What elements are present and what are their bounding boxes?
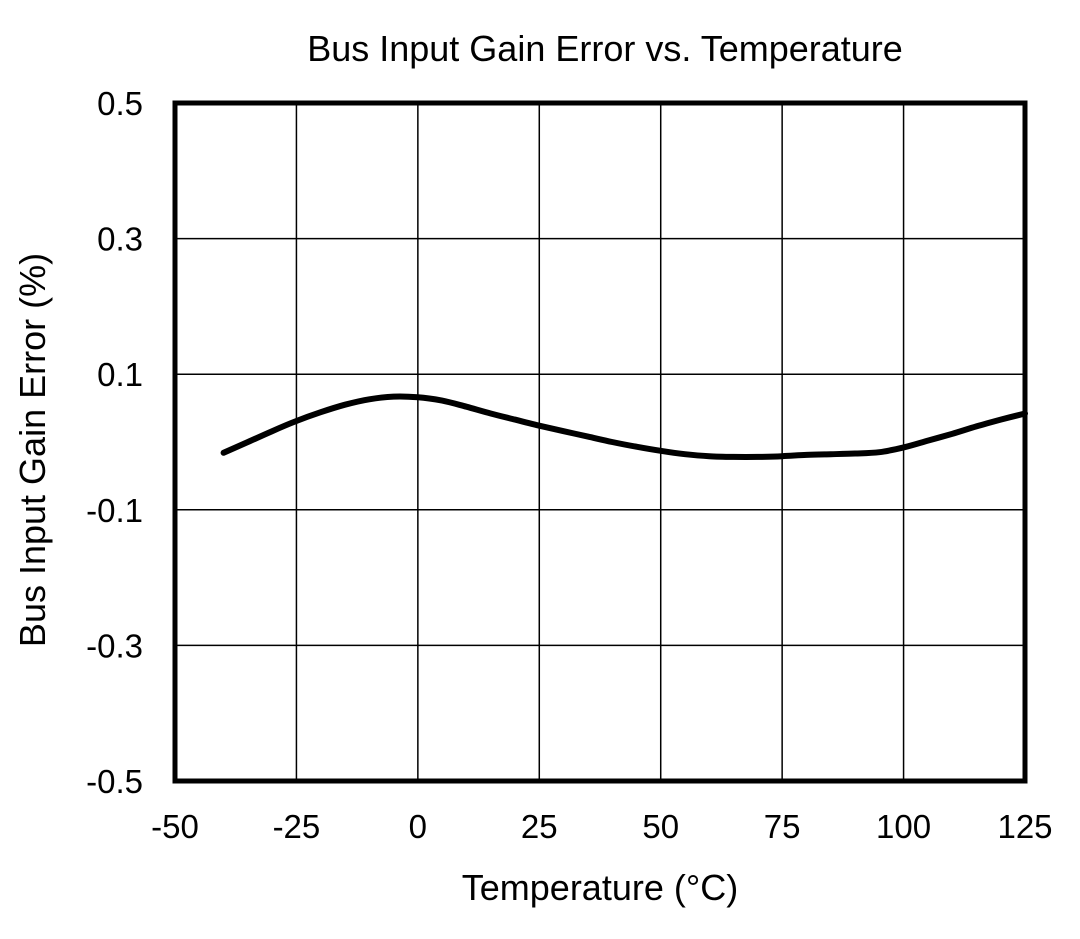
x-tick-label: 50 (642, 808, 679, 845)
x-tick-label: 75 (764, 808, 801, 845)
y-axis-label: Bus Input Gain Error (%) (12, 253, 53, 647)
x-tick-label: 100 (876, 808, 931, 845)
series-line (220, 393, 1028, 460)
y-tick-label: -0.3 (86, 627, 143, 664)
x-axis-label: Temperature (°C) (462, 867, 738, 908)
x-tick-label: -25 (273, 808, 321, 845)
y-tick-label: -0.5 (86, 763, 143, 800)
series-layer (220, 393, 1028, 460)
x-tick-label: 125 (997, 808, 1052, 845)
x-tick-label: 0 (409, 808, 427, 845)
plot-frame (172, 100, 1028, 784)
x-tick-label: -50 (151, 808, 199, 845)
y-tick-label: 0.1 (97, 356, 143, 393)
y-tick-label: -0.1 (86, 492, 143, 529)
x-tick-label: 25 (521, 808, 558, 845)
tick-labels: -50 -25 0 25 50 75 100 125 -0.5 -0.3 -0.1 0.1 0.3 0.5 (86, 85, 1052, 845)
chart-title: Bus Input Gain Error vs. Temperature (307, 28, 903, 69)
y-tick-label: 0.3 (97, 221, 143, 258)
y-tick-label: 0.5 (97, 85, 143, 122)
